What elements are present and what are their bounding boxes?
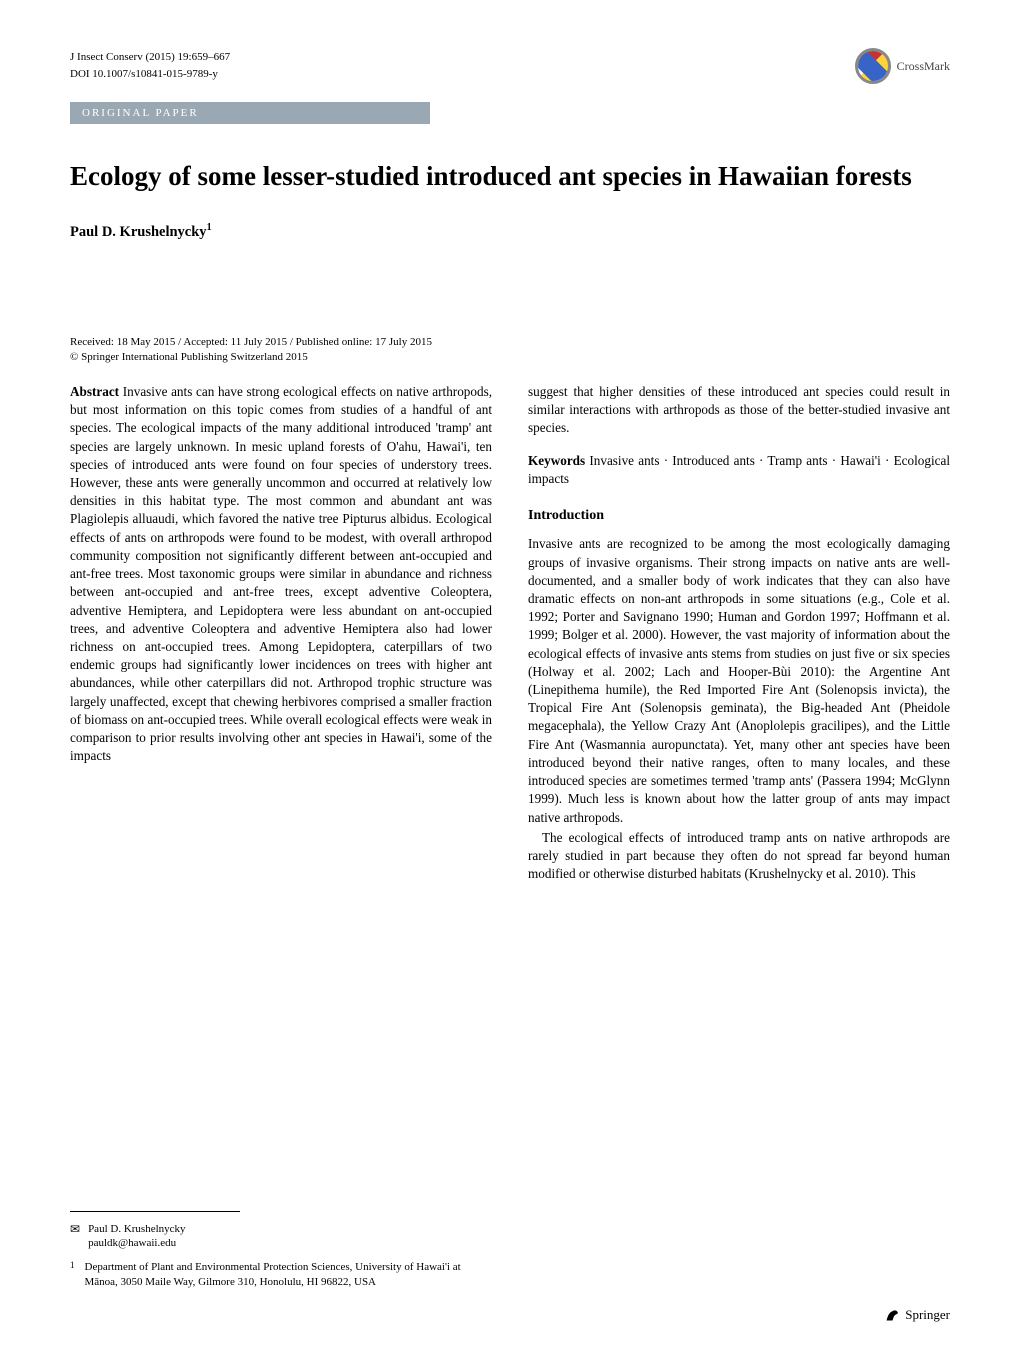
crossmark-badge[interactable]: CrossMark bbox=[855, 48, 950, 84]
corresponding-author: ✉ Paul D. Krushelnycky pauldk@hawaii.edu bbox=[70, 1222, 480, 1251]
doi: DOI 10.1007/s10841-015-9789-y bbox=[70, 68, 230, 80]
intro-paragraph-2: The ecological effects of introduced tra… bbox=[528, 829, 950, 884]
article-type-label: ORIGINAL PAPER bbox=[70, 102, 430, 124]
abstract-paragraph: Abstract Invasive ants can have strong e… bbox=[70, 383, 492, 766]
right-column: suggest that higher densities of these i… bbox=[528, 383, 950, 884]
abstract-text: Invasive ants can have strong ecological… bbox=[70, 384, 492, 763]
corr-author-email: pauldk@hawaii.edu bbox=[88, 1236, 185, 1250]
crossmark-icon bbox=[855, 48, 891, 84]
keywords-text: Invasive ants · Introduced ants · Tramp … bbox=[528, 453, 950, 486]
author-text: Paul D. Krushelnycky bbox=[70, 224, 207, 240]
intro-paragraph-1: Invasive ants are recognized to be among… bbox=[528, 535, 950, 827]
journal-info: J Insect Conserv (2015) 19:659–667 DOI 1… bbox=[70, 50, 230, 80]
copyright: © Springer International Publishing Swit… bbox=[70, 351, 950, 363]
springer-horse-icon bbox=[884, 1306, 901, 1323]
left-column: Abstract Invasive ants can have strong e… bbox=[70, 383, 492, 884]
corr-author-info: Paul D. Krushelnycky pauldk@hawaii.edu bbox=[88, 1222, 185, 1251]
introduction-heading: Introduction bbox=[528, 506, 950, 525]
footer-rule bbox=[70, 1211, 240, 1212]
abstract-continuation: suggest that higher densities of these i… bbox=[528, 383, 950, 438]
envelope-icon: ✉ bbox=[70, 1222, 80, 1251]
springer-text: Springer bbox=[905, 1307, 950, 1323]
springer-logo: Springer bbox=[884, 1306, 950, 1323]
author-name: Paul D. Krushelnycky1 bbox=[70, 222, 950, 241]
author-affil-sup: 1 bbox=[207, 222, 212, 233]
article-dates: Received: 18 May 2015 / Accepted: 11 Jul… bbox=[70, 336, 950, 348]
abstract-label: Abstract bbox=[70, 384, 119, 399]
two-column-body: Abstract Invasive ants can have strong e… bbox=[70, 383, 950, 884]
footer-block: ✉ Paul D. Krushelnycky pauldk@hawaii.edu… bbox=[70, 1211, 480, 1289]
journal-citation: J Insect Conserv (2015) 19:659–667 bbox=[70, 50, 230, 64]
crossmark-label: CrossMark bbox=[897, 59, 950, 74]
affil-number: 1 bbox=[70, 1260, 75, 1289]
corr-author-name: Paul D. Krushelnycky bbox=[88, 1222, 185, 1236]
keywords-paragraph: Keywords Invasive ants · Introduced ants… bbox=[528, 452, 950, 488]
affiliation: 1 Department of Plant and Environmental … bbox=[70, 1260, 480, 1289]
keywords-label: Keywords bbox=[528, 453, 585, 468]
article-title: Ecology of some lesser-studied introduce… bbox=[70, 160, 950, 194]
header-block: J Insect Conserv (2015) 19:659–667 DOI 1… bbox=[70, 50, 950, 80]
affil-text: Department of Plant and Environmental Pr… bbox=[85, 1260, 481, 1289]
